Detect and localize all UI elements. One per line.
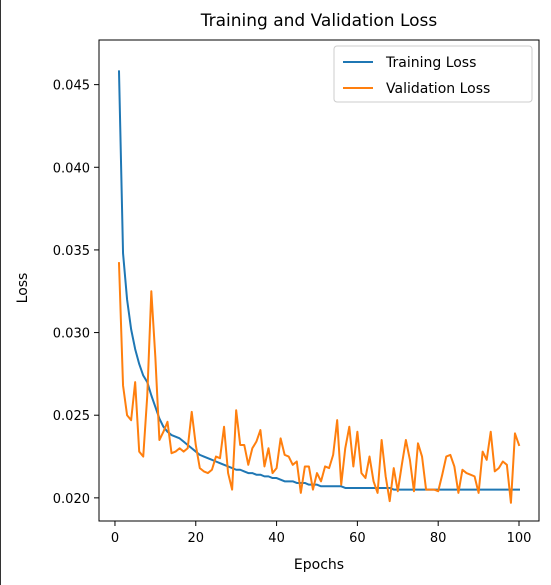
y-tick-label: 0.045 — [53, 79, 90, 94]
legend-box — [333, 45, 533, 103]
y-tick-label: 0.030 — [53, 327, 90, 342]
x-tick-label: 0 — [111, 531, 119, 546]
y-axis-label: Loss — [15, 273, 31, 304]
legend-label-training-loss: Training Loss — [385, 55, 476, 71]
series-line-training-loss — [117, 70, 520, 491]
x-tick-label: 60 — [349, 531, 366, 546]
y-tick-label: 0.035 — [53, 244, 90, 259]
chart-title: Training and Validation Loss — [200, 11, 438, 31]
series-line-validation-loss — [117, 262, 521, 504]
x-tick-label: 20 — [187, 531, 204, 546]
legend: Training Loss Validation Loss — [333, 45, 533, 103]
plot-area: 0 20 40 60 80 100 0.020 0.025 0.030 0.035 0.040 0.0… — [53, 39, 540, 546]
x-tick-label: 100 — [507, 531, 532, 546]
y-tick-label: 0.025 — [53, 409, 90, 424]
x-tick-label: 80 — [430, 531, 447, 546]
x-axis-label: Epochs — [294, 557, 344, 573]
y-tick-label: 0.040 — [53, 161, 90, 176]
figure-left-edge — [0, 0, 1, 585]
legend-label-validation-loss: Validation Loss — [386, 81, 490, 97]
y-tick-label: 0.020 — [53, 492, 90, 507]
axes-frame — [98, 39, 540, 522]
x-tick-label: 40 — [268, 531, 285, 546]
